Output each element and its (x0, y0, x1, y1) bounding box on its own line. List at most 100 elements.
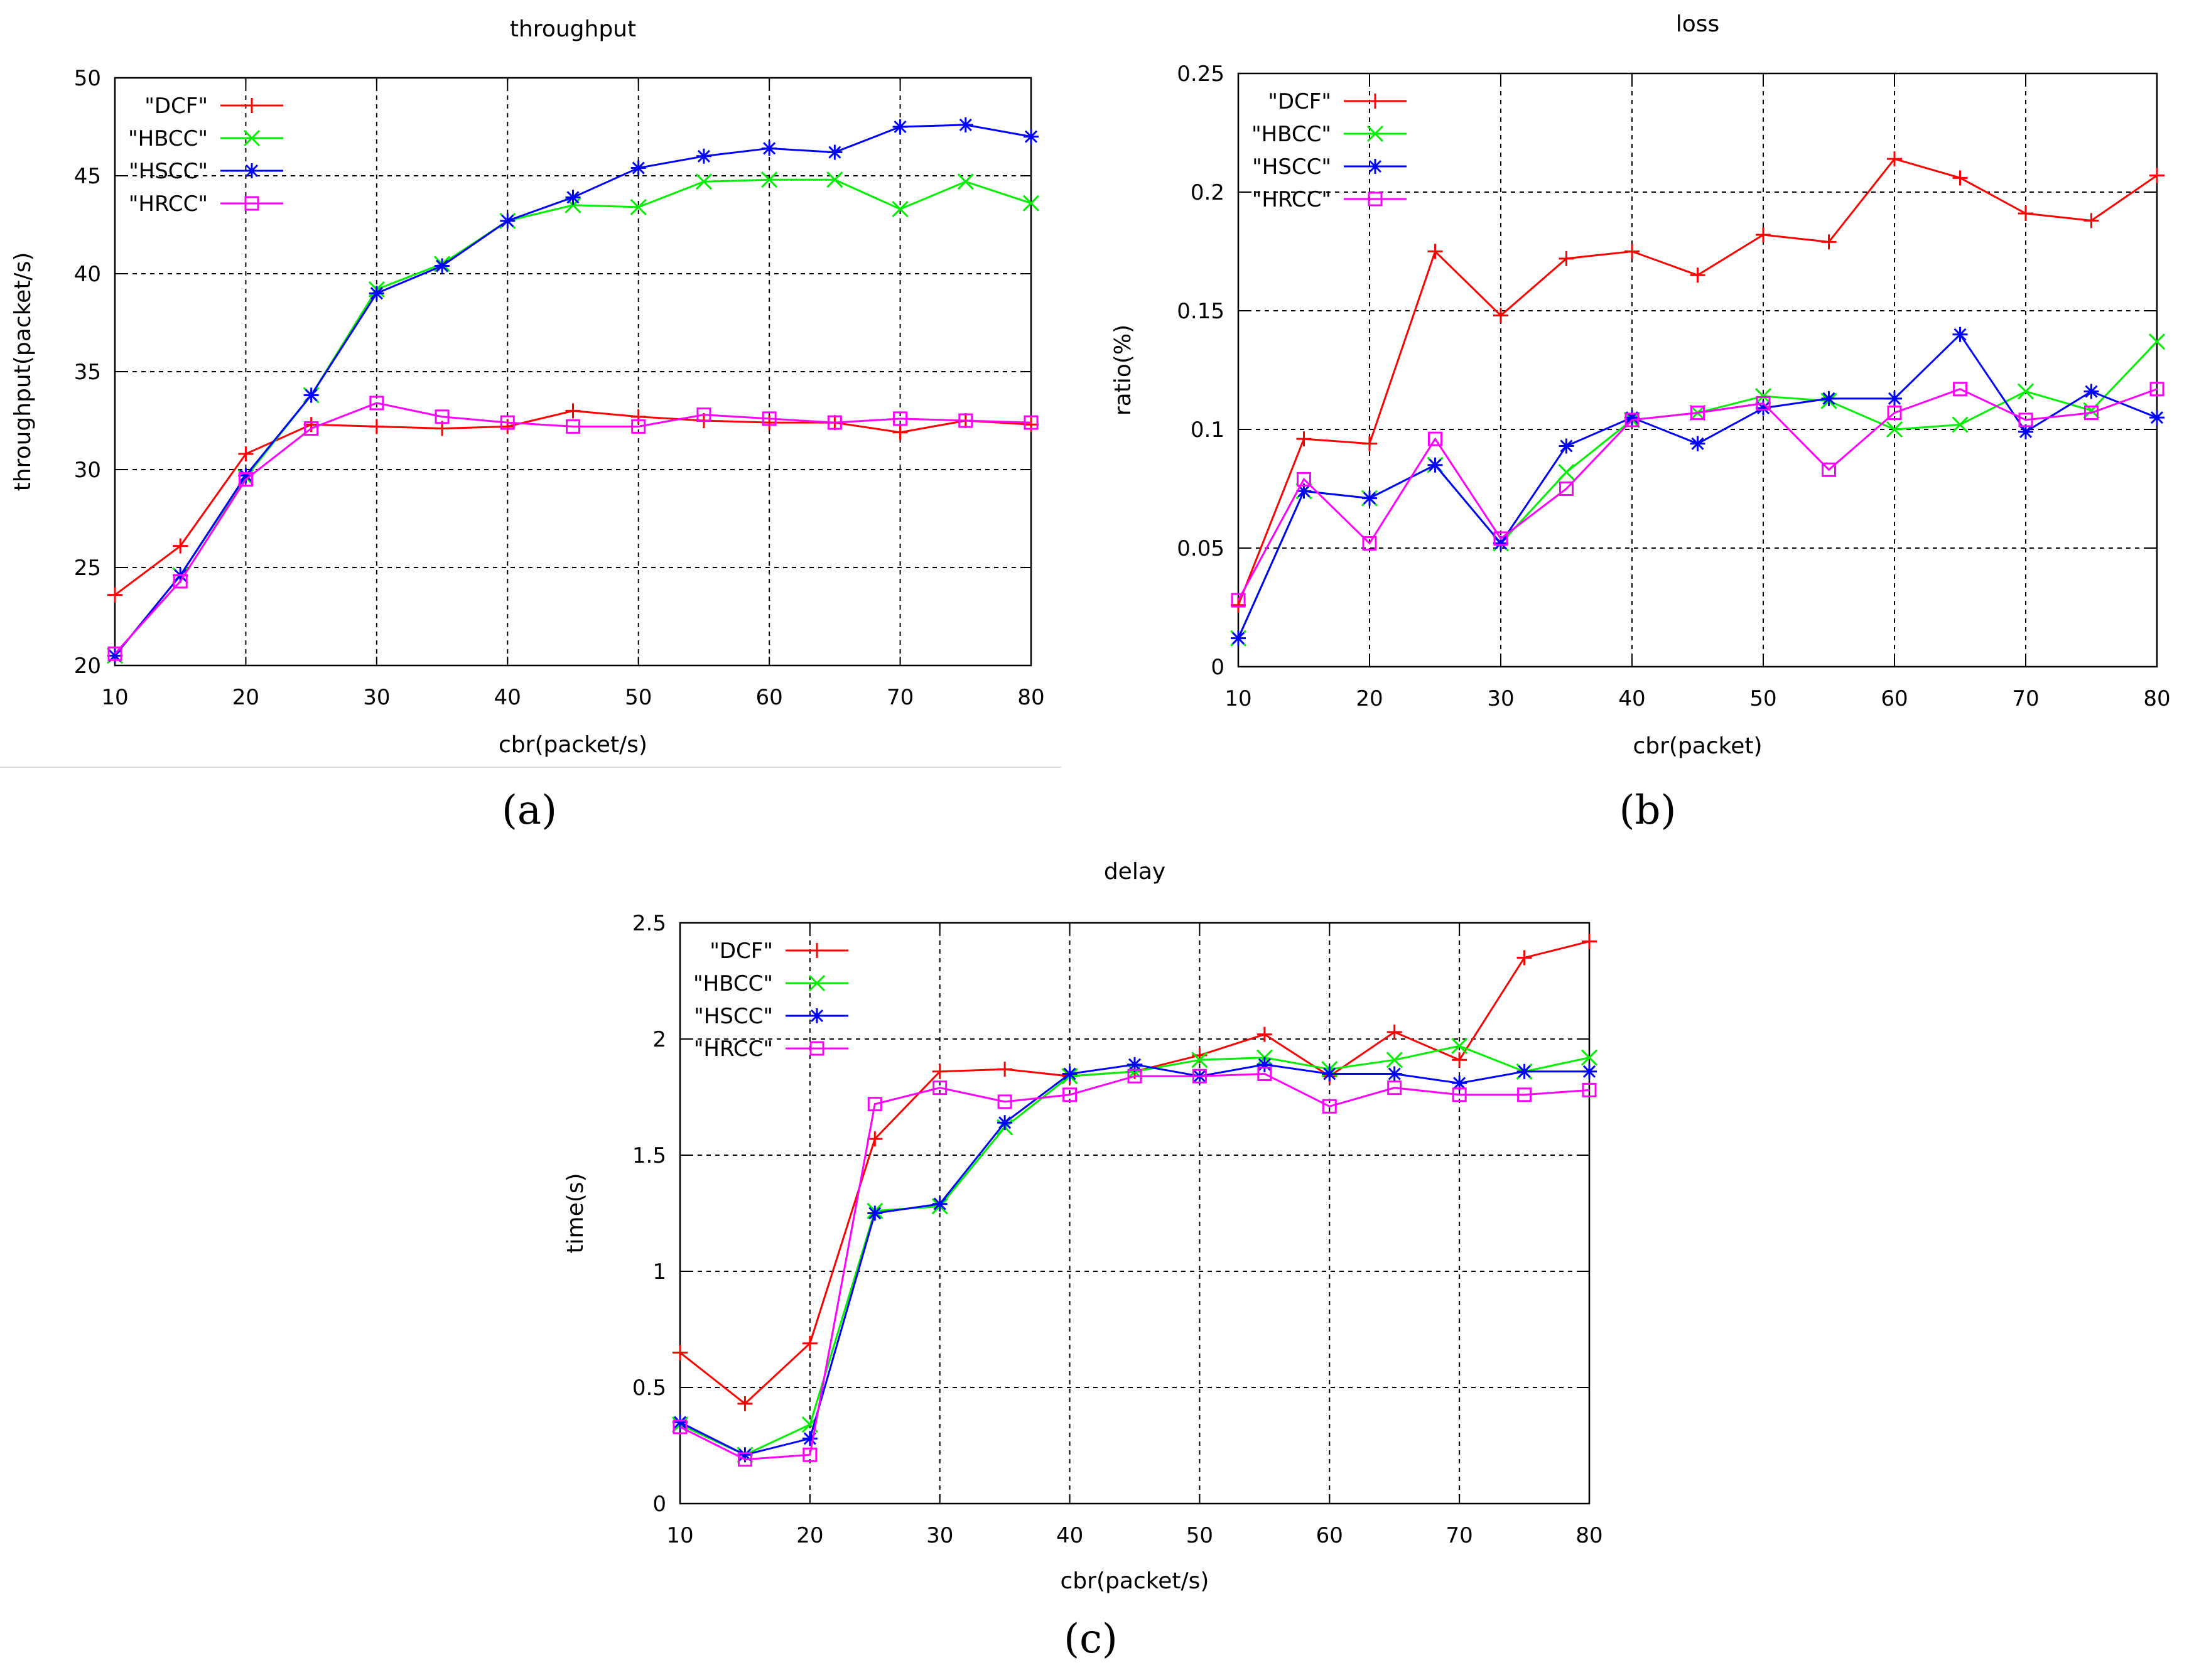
data-point-dcf (173, 538, 188, 554)
data-point-hscc (802, 1431, 818, 1446)
data-point-dcf (867, 1131, 883, 1147)
series-line-hrcc (114, 402, 1032, 655)
data-point-hrcc (997, 1094, 1012, 1109)
data-point-hrcc (1297, 471, 1311, 487)
panel-caption: (a) (502, 787, 557, 834)
y-tick-label: 0.15 (1177, 299, 1224, 324)
data-point-hbcc (2148, 333, 2166, 350)
y-tick-label: 30 (74, 458, 101, 483)
data-point-hrcc (1322, 1099, 1337, 1114)
legend-label-hscc: "HSCC" (694, 1004, 773, 1029)
series-hbcc (1229, 333, 2166, 647)
data-point-hrcc (867, 1097, 882, 1112)
data-point-hscc (1127, 1057, 1142, 1072)
data-point-dcf (997, 1062, 1013, 1077)
data-point-hscc (1322, 1066, 1337, 1082)
x-tick-label: 80 (1575, 1523, 1602, 1548)
data-point-hrcc (173, 574, 188, 589)
x-tick-label: 60 (1316, 1523, 1343, 1548)
data-point-hrcc (1822, 462, 1836, 477)
legend-label-dcf: "DCF" (1268, 89, 1331, 114)
data-point-hscc (435, 258, 450, 274)
data-point-dcf (1624, 244, 1640, 259)
data-point-hscc (369, 286, 384, 301)
data-point-hscc (2149, 410, 2164, 426)
data-point-dcf (1493, 308, 1508, 323)
x-tick-label: 10 (666, 1523, 693, 1548)
data-point-dcf (1296, 431, 1312, 447)
data-point-hscc (892, 119, 908, 134)
x-tick-label: 30 (1487, 686, 1514, 711)
chart-title: delay (1104, 859, 1165, 885)
legend-marker-hrcc (1368, 191, 1383, 207)
data-point-hscc (1493, 536, 1508, 551)
legend-marker-dcf (1368, 94, 1383, 109)
data-point-hbcc (957, 173, 974, 190)
legend-label-hscc: "HSCC" (1252, 154, 1331, 180)
chart-title: loss (1676, 11, 1720, 37)
chart-title: throughput (510, 16, 636, 42)
data-point-hrcc (1387, 1080, 1402, 1096)
legend-marker-dcf (809, 943, 824, 958)
x-tick-label: 50 (1186, 1523, 1213, 1548)
y-axis-label: time(s) (563, 1173, 588, 1253)
data-point-hrcc (2149, 382, 2164, 397)
legend-marker-hrcc (244, 196, 259, 211)
data-point-dcf (369, 419, 384, 434)
data-point-hscc (1024, 129, 1039, 144)
data-point-hrcc (238, 472, 253, 487)
data-point-hscc (1582, 1063, 1597, 1079)
legend-label-dcf: "DCF" (144, 94, 208, 119)
data-point-hscc (737, 1447, 753, 1463)
x-tick-label: 20 (232, 685, 259, 710)
y-tick-label: 0.1 (1191, 417, 1224, 443)
data-point-dcf (892, 424, 908, 440)
data-point-dcf (1427, 244, 1443, 259)
y-tick-label: 2 (652, 1027, 666, 1052)
data-point-hscc (2018, 424, 2033, 439)
data-point-hscc (238, 468, 254, 483)
y-tick-label: 0 (652, 1492, 666, 1517)
data-point-hscc (1690, 436, 1705, 451)
data-point-dcf (1452, 1052, 1467, 1068)
x-tick-label: 40 (1618, 686, 1645, 711)
legend-marker-hscc (244, 163, 259, 178)
data-point-hscc (696, 148, 711, 164)
data-point-dcf (303, 417, 319, 433)
data-point-hscc (958, 117, 973, 132)
data-point-dcf (673, 1345, 688, 1360)
data-point-hscc (1296, 483, 1312, 499)
legend-label-hrcc: "HRCC" (694, 1037, 773, 1062)
data-point-dcf (802, 1335, 818, 1351)
legend-marker-hscc (1368, 159, 1383, 174)
data-point-hbcc (565, 197, 581, 213)
x-tick-label: 10 (101, 685, 128, 710)
data-point-hscc (1952, 326, 1968, 342)
data-point-dcf (737, 1396, 753, 1411)
data-point-hscc (1756, 400, 1771, 416)
legend: "DCF" "HBCC" "HSCC" "HRCC" (693, 939, 848, 1062)
data-point-hscc (1062, 1066, 1078, 1082)
data-point-hrcc (1493, 531, 1508, 546)
y-tick-label: 1.5 (632, 1143, 666, 1168)
x-axis-label: cbr(packet/s) (499, 732, 647, 758)
data-point-hscc (1624, 410, 1640, 426)
panel-caption: (c) (1064, 1616, 1118, 1662)
legend-marker-hrcc (809, 1041, 824, 1056)
y-tick-label: 50 (74, 66, 101, 91)
data-point-dcf (2083, 213, 2099, 229)
y-tick-label: 45 (74, 164, 101, 189)
data-point-hbcc (2017, 383, 2035, 400)
plot-frame (679, 922, 1591, 1505)
data-point-dcf (762, 415, 777, 431)
x-tick-label: 70 (887, 685, 914, 710)
data-point-dcf (2149, 168, 2164, 183)
legend-label-hrcc: "HRCC" (1252, 187, 1331, 212)
data-point-hscc (565, 190, 581, 205)
data-point-hscc (1452, 1075, 1467, 1091)
data-point-hbcc (630, 198, 647, 215)
data-point-hrcc (673, 1419, 688, 1435)
data-point-dcf (1386, 1024, 1402, 1040)
data-point-hrcc (893, 411, 908, 426)
data-point-hscc (630, 160, 646, 176)
